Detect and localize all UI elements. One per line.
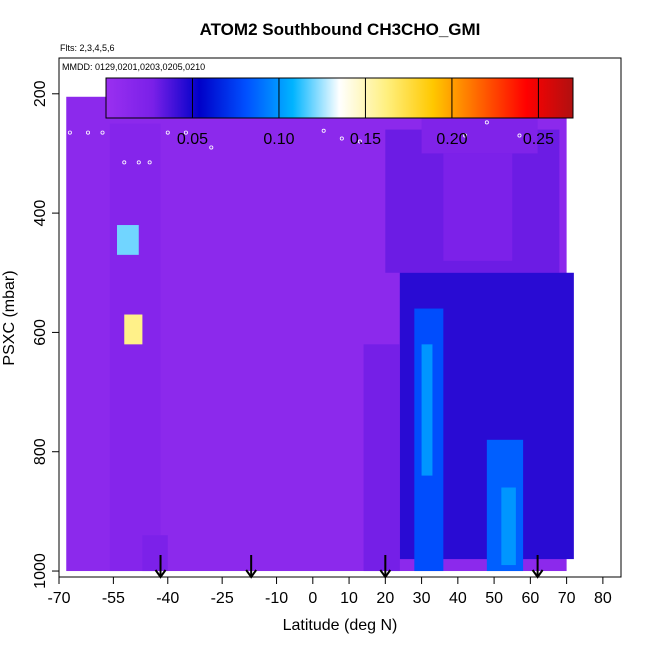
colorbar-tick-label: 0.15 <box>350 131 381 148</box>
heatmap-layer <box>66 81 574 572</box>
x-tick-label: 20 <box>376 590 394 607</box>
observation-point <box>357 139 362 144</box>
y-axis: 200 400 600 800 1000 <box>32 80 59 589</box>
y-tick-label: 200 <box>32 80 49 107</box>
x-tick-label: -40 <box>156 590 179 607</box>
latitude-arrow <box>531 555 544 579</box>
observation-point <box>463 133 468 138</box>
observation-point <box>67 130 72 135</box>
y-tick-label: 800 <box>32 438 49 465</box>
colorbar-tick-label: 0.10 <box>263 131 294 148</box>
observation-point <box>122 160 127 165</box>
y-tick-label: 400 <box>32 200 49 227</box>
x-tick-label: 0 <box>308 590 317 607</box>
heatmap-region <box>363 344 400 572</box>
observation-point <box>136 160 141 165</box>
heatmap-region <box>421 344 433 476</box>
y-tick-label: 600 <box>32 319 49 346</box>
heatmap-region <box>501 487 516 566</box>
x-tick-label: 10 <box>340 590 358 607</box>
heatmap-region <box>109 123 161 572</box>
latitude-arrows <box>154 555 544 579</box>
observation-point <box>165 130 170 135</box>
x-tick-label: 80 <box>594 590 612 607</box>
heatmap-region <box>124 314 143 345</box>
x-tick-label: 30 <box>413 590 431 607</box>
colorbar-tick-label: 0.05 <box>177 131 208 148</box>
x-tick-label: 60 <box>521 590 539 607</box>
x-tick-label: -70 <box>47 590 70 607</box>
colorbar-gradient <box>105 77 574 119</box>
y-tick-label: 1000 <box>32 553 49 589</box>
observation-point <box>100 130 105 135</box>
observation-point <box>147 160 152 165</box>
observation-point <box>86 130 91 135</box>
observation-point <box>321 128 326 133</box>
latitude-arrow <box>379 555 392 579</box>
heatmap-region <box>117 225 139 255</box>
heatmap-region <box>142 535 168 572</box>
y-axis-label: PSXC (mbar) <box>1 270 18 365</box>
observation-point <box>339 136 344 141</box>
latitude-arrow <box>154 555 167 579</box>
colorbar: 0.05 0.10 0.15 0.20 0.25 <box>105 77 574 148</box>
x-tick-label: 70 <box>558 590 576 607</box>
x-axis: -70 -55 -40 -25 -10 0 10 20 30 40 50 60 70 80 <box>47 577 612 607</box>
x-tick-label: 40 <box>449 590 467 607</box>
colorbar-tick-label: 0.20 <box>436 131 467 148</box>
x-axis-label: Latitude (deg N) <box>283 617 398 634</box>
chart-title: ATOM2 Southbound CH3CHO_GMI <box>200 20 481 39</box>
observation-point <box>517 133 522 138</box>
flights-annotation: Flts: 2,3,4,5,6 <box>60 43 115 53</box>
observation-point <box>209 145 214 150</box>
x-tick-label: -10 <box>265 590 288 607</box>
x-tick-label: -25 <box>211 590 234 607</box>
observation-point <box>183 130 188 135</box>
latitude-arrow <box>245 555 257 579</box>
heatmap-region <box>443 153 513 261</box>
heatmap-region <box>421 111 538 154</box>
x-tick-label: -55 <box>102 590 125 607</box>
x-tick-label: 50 <box>485 590 503 607</box>
observation-point <box>484 120 489 125</box>
dates-annotation: MMDD: 0129,0201,0203,0205,0210 <box>62 62 205 72</box>
plot-frame <box>58 57 622 578</box>
colorbar-tick-label: 0.25 <box>523 131 554 148</box>
